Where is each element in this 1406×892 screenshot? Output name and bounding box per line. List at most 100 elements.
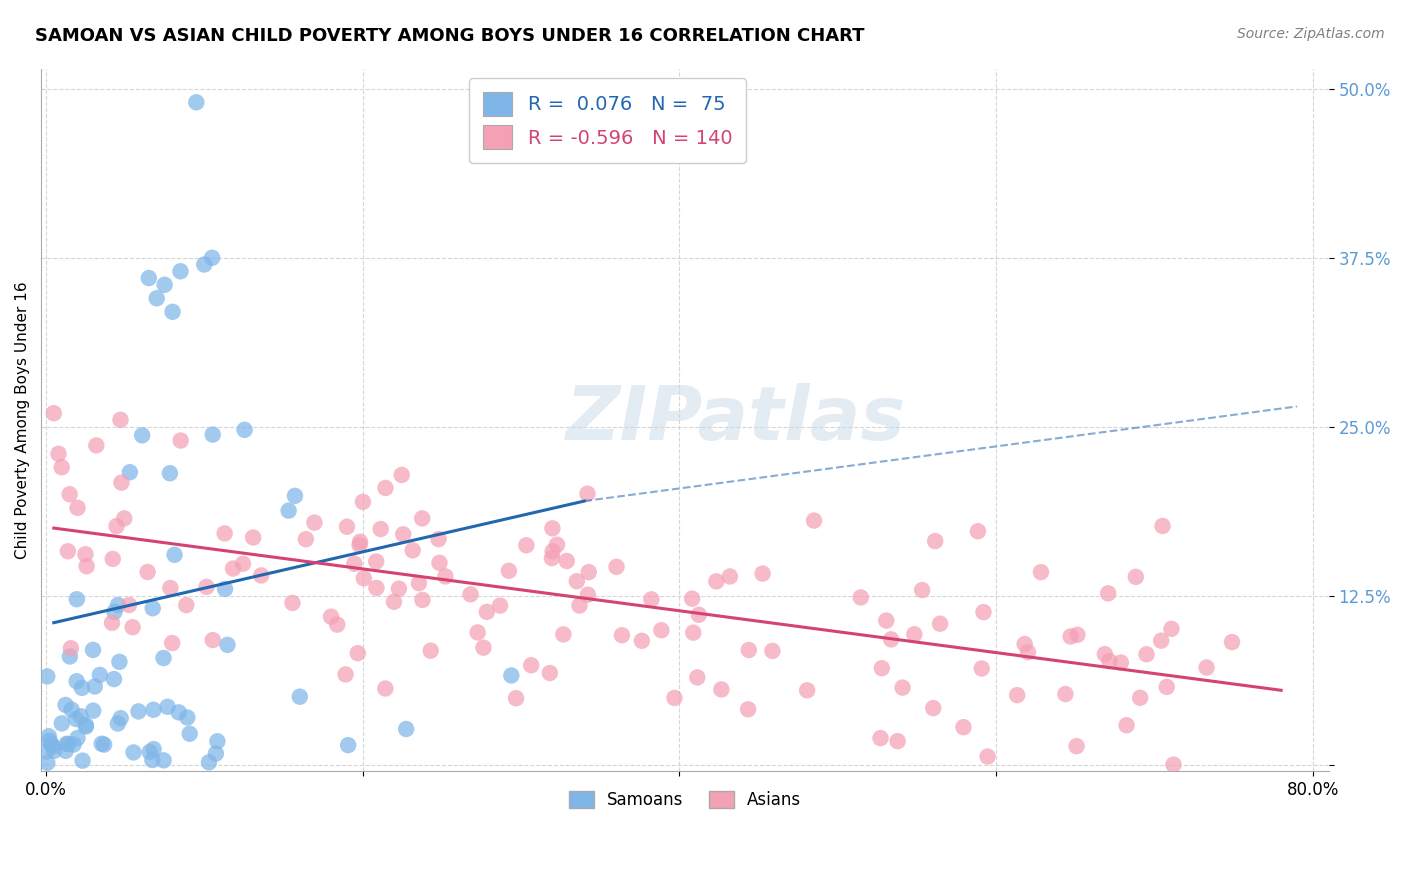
Point [105,519,128,533]
Point [75,547,97,561]
Point [118,598,141,612]
Point [346,646,368,660]
Point [277,503,299,517]
Point [1125,570,1147,584]
Point [366,581,388,595]
Point [51,716,73,731]
Point [1163,757,1185,772]
Point [886,734,908,748]
Point [475,605,498,619]
Point [924,534,946,549]
Point [205,747,228,761]
Point [541,521,564,535]
Point [880,632,903,647]
Point [1097,586,1119,600]
Point [538,666,561,681]
Point [195,580,218,594]
Point [62,738,84,752]
Point [578,565,600,579]
Point [1094,647,1116,661]
Point [610,628,633,642]
Point [976,749,998,764]
Point [402,543,425,558]
Point [630,633,652,648]
Point [737,702,759,716]
Point [193,258,215,272]
Point [142,703,165,717]
Point [295,532,318,546]
Point [869,731,891,745]
Point [319,609,342,624]
Point [201,633,224,648]
Point [891,681,914,695]
Point [89,668,111,682]
Point [60,703,83,717]
Point [145,291,167,305]
Point [366,554,388,568]
Point [520,658,543,673]
Point [66,500,89,515]
Point [326,617,349,632]
Point [803,514,825,528]
Point [42,406,65,420]
Point [103,672,125,686]
Point [1066,628,1088,642]
Point [903,627,925,641]
Point [576,486,599,500]
Point [75,720,97,734]
Point [565,574,588,589]
Point [233,423,256,437]
Point [169,264,191,278]
Point [1150,633,1173,648]
Point [107,716,129,731]
Point [162,305,184,319]
Point [121,620,143,634]
Point [1098,654,1121,668]
Point [142,601,165,615]
Text: Source: ZipAtlas.com: Source: ZipAtlas.com [1237,27,1385,41]
Point [163,548,186,562]
Point [42,739,65,754]
Point [686,670,709,684]
Point [152,651,174,665]
Point [1005,688,1028,702]
Point [59,641,82,656]
Point [59,487,82,501]
Point [153,277,176,292]
Point [374,681,396,696]
Point [198,756,221,770]
Point [952,720,974,734]
Point [472,640,495,655]
Point [568,599,591,613]
Point [967,524,990,539]
Point [214,582,236,596]
Point [391,467,413,482]
Point [411,511,433,525]
Point [489,599,512,613]
Point [82,643,104,657]
Point [179,727,201,741]
Point [922,701,945,715]
Point [107,598,129,612]
Point [553,627,575,641]
Point [242,531,264,545]
Point [1160,622,1182,636]
Point [37,756,59,770]
Point [101,615,124,630]
Point [35,745,58,759]
Point [42,744,65,758]
Point [605,559,627,574]
Point [408,576,430,591]
Point [343,557,366,571]
Point [207,734,229,748]
Point [66,592,89,607]
Point [664,690,686,705]
Point [159,581,181,595]
Point [704,574,727,589]
Point [101,552,124,566]
Point [110,413,132,427]
Point [250,568,273,582]
Point [122,745,145,759]
Point [1109,656,1132,670]
Point [419,643,441,657]
